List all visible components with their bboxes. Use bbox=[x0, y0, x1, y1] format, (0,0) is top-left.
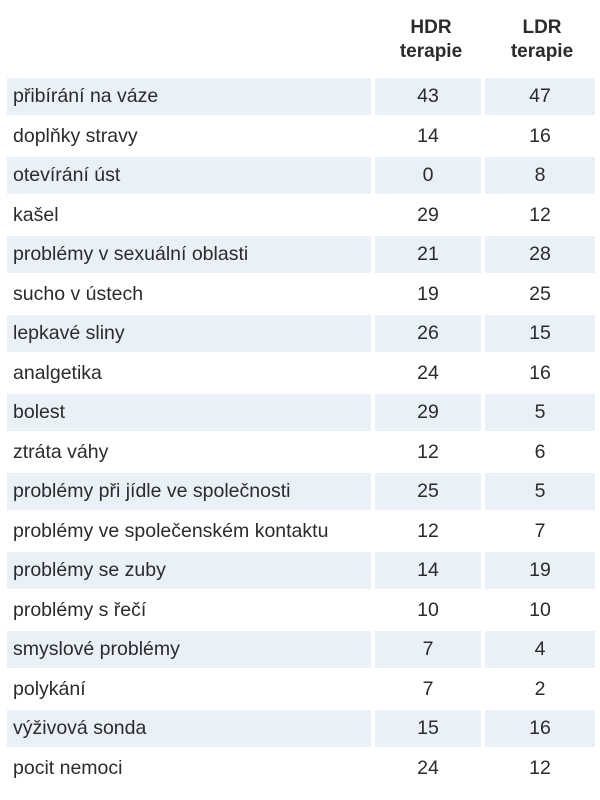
table-row: doplňky stravy 14 16 bbox=[7, 118, 595, 155]
row-ldr-value: 47 bbox=[485, 78, 595, 115]
comparison-table: HDR terapie LDR terapie přibírání na váz… bbox=[7, 0, 595, 789]
row-hdr-value: 14 bbox=[417, 124, 439, 147]
row-hdr-value: 24 bbox=[417, 361, 439, 384]
table-row: polykání 7 2 bbox=[7, 671, 595, 708]
row-ldr-value: 16 bbox=[529, 124, 551, 147]
row-hdr-value: 7 bbox=[422, 677, 434, 700]
table-row: kašel 29 12 bbox=[7, 197, 595, 234]
row-label: bolest bbox=[7, 394, 371, 431]
row-ldr-value: 4 bbox=[485, 631, 595, 668]
table-row: lepkavé sliny 26 15 bbox=[7, 315, 595, 352]
table-row: bolest 29 5 bbox=[7, 394, 595, 431]
row-label: analgetika bbox=[13, 361, 102, 384]
header-ldr-line2: terapie bbox=[510, 41, 574, 62]
row-hdr-value: 29 bbox=[375, 394, 481, 431]
row-label: přibírání na váze bbox=[7, 78, 371, 115]
row-label: lepkavé sliny bbox=[7, 315, 371, 352]
table-body: přibírání na váze 43 47 doplňky stravy 14 16 o… bbox=[7, 78, 595, 789]
row-ldr-value: 16 bbox=[529, 361, 551, 384]
header-hdr-therapy: HDR terapie bbox=[374, 4, 486, 76]
table-row: problémy při jídle ve společnosti 25 5 bbox=[7, 473, 595, 510]
row-ldr-value: 5 bbox=[485, 394, 595, 431]
header-hdr-line2: terapie bbox=[399, 41, 463, 62]
row-label: smyslové problémy bbox=[7, 631, 371, 668]
row-hdr-value: 0 bbox=[375, 157, 481, 194]
row-hdr-value: 29 bbox=[417, 203, 439, 226]
table-row: ztráta váhy 12 6 bbox=[7, 434, 595, 471]
row-ldr-value: 25 bbox=[529, 282, 551, 305]
row-label: sucho v ústech bbox=[13, 282, 144, 305]
row-hdr-value: 12 bbox=[417, 519, 439, 542]
row-hdr-value: 21 bbox=[375, 236, 481, 273]
row-hdr-value: 19 bbox=[417, 282, 439, 305]
table-header: HDR terapie LDR terapie bbox=[7, 0, 595, 78]
row-ldr-value: 12 bbox=[529, 203, 551, 226]
row-label: problémy se zuby bbox=[7, 552, 371, 589]
row-ldr-value: 28 bbox=[485, 236, 595, 273]
row-hdr-value: 7 bbox=[375, 631, 481, 668]
row-label: polykání bbox=[13, 677, 86, 700]
row-label: výživová sonda bbox=[7, 710, 371, 747]
row-ldr-value: 16 bbox=[485, 710, 595, 747]
row-ldr-value: 10 bbox=[529, 598, 551, 621]
row-ldr-value: 12 bbox=[529, 756, 551, 779]
row-label: otevírání úst bbox=[7, 157, 371, 194]
row-ldr-value: 8 bbox=[485, 157, 595, 194]
table-row: problémy se zuby 14 19 bbox=[7, 552, 595, 589]
table-row: problémy s řečí 10 10 bbox=[7, 592, 595, 629]
row-ldr-value: 19 bbox=[485, 552, 595, 589]
row-label: doplňky stravy bbox=[13, 124, 138, 147]
table-row: otevírání úst 0 8 bbox=[7, 157, 595, 194]
row-ldr-value: 6 bbox=[534, 440, 546, 463]
table-row: přibírání na váze 43 47 bbox=[7, 78, 595, 115]
header-ldr-therapy: LDR terapie bbox=[486, 4, 594, 76]
row-ldr-value: 15 bbox=[485, 315, 595, 352]
header-ldr-line1: LDR bbox=[522, 17, 562, 38]
row-ldr-value: 7 bbox=[534, 519, 546, 542]
row-hdr-value: 15 bbox=[375, 710, 481, 747]
row-label: ztráta váhy bbox=[13, 440, 109, 463]
row-hdr-value: 12 bbox=[417, 440, 439, 463]
row-hdr-value: 26 bbox=[375, 315, 481, 352]
header-hdr-line1: HDR bbox=[410, 17, 452, 38]
row-hdr-value: 24 bbox=[417, 756, 439, 779]
row-hdr-value: 14 bbox=[375, 552, 481, 589]
table-row: výživová sonda 15 16 bbox=[7, 710, 595, 747]
table-row: analgetika 24 16 bbox=[7, 355, 595, 392]
row-label: problémy při jídle ve společnosti bbox=[7, 473, 371, 510]
row-ldr-value: 5 bbox=[485, 473, 595, 510]
table-row: smyslové problémy 7 4 bbox=[7, 631, 595, 668]
table-row: problémy ve společenském kontaktu 12 7 bbox=[7, 513, 595, 550]
row-label: problémy s řečí bbox=[13, 598, 147, 621]
row-label: pocit nemoci bbox=[13, 756, 123, 779]
row-label: problémy v sexuální oblasti bbox=[7, 236, 371, 273]
table-row: pocit nemoci 24 12 bbox=[7, 750, 595, 787]
row-hdr-value: 25 bbox=[375, 473, 481, 510]
row-label: kašel bbox=[13, 203, 59, 226]
row-label: problémy ve společenském kontaktu bbox=[13, 519, 329, 542]
row-hdr-value: 10 bbox=[417, 598, 439, 621]
row-hdr-value: 43 bbox=[375, 78, 481, 115]
row-ldr-value: 2 bbox=[534, 677, 546, 700]
table-row: sucho v ústech 19 25 bbox=[7, 276, 595, 313]
table-row: problémy v sexuální oblasti 21 28 bbox=[7, 236, 595, 273]
